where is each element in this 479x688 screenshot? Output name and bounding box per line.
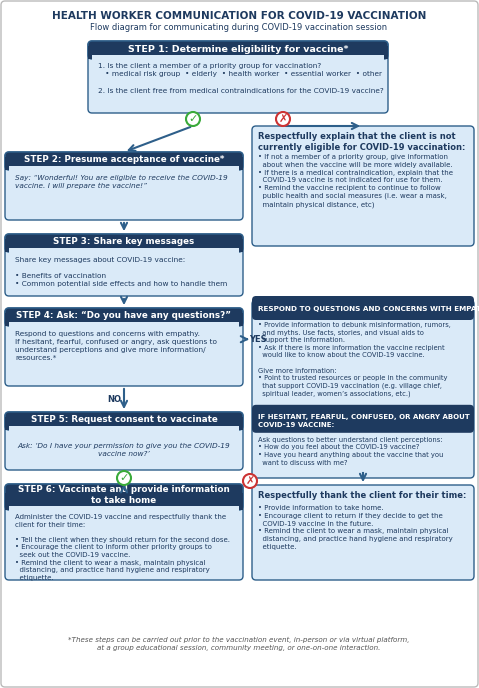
Text: IF HESITANT, FEARFUL, CONFUSED, OR ANGRY ABOUT
COVID-19 VACCINE:: IF HESITANT, FEARFUL, CONFUSED, OR ANGRY… [258,414,470,427]
Text: STEP 5: Request consent to vaccinate: STEP 5: Request consent to vaccinate [31,416,217,424]
Text: • If not a member of a priority group, give information
  about when the vaccine: • If not a member of a priority group, g… [258,154,453,208]
Bar [5,157,243,170]
Text: Administer the COVID-19 vaccine and respectfully thank the
client for their time: Administer the COVID-19 vaccine and resp… [15,514,230,581]
FancyBboxPatch shape [5,234,243,252]
FancyBboxPatch shape [5,152,243,220]
FancyBboxPatch shape [252,300,474,478]
Bar [5,493,243,510]
FancyBboxPatch shape [5,152,243,170]
Bar [92,55,384,63]
Bar [256,300,470,318]
Text: ✗: ✗ [278,114,288,124]
Text: • Provide information to debunk misinformation, rumors,
  and myths. Use facts, : • Provide information to debunk misinfor… [258,322,451,398]
FancyBboxPatch shape [5,412,243,430]
Text: Ask: ‘Do I have your permission to give you the COVID-19
vaccine now?’: Ask: ‘Do I have your permission to give … [18,443,230,457]
Text: HEALTH WORKER COMMUNICATION FOR COVID-19 VACCINATION: HEALTH WORKER COMMUNICATION FOR COVID-19… [52,11,426,21]
FancyBboxPatch shape [5,484,243,580]
FancyBboxPatch shape [252,126,474,246]
Text: Flow diagram for communicating during COVID-19 vaccination session: Flow diagram for communicating during CO… [91,23,388,32]
Text: Respond to questions and concerns with empathy.
If hesitant, fearful, confused o: Respond to questions and concerns with e… [15,331,217,361]
Bar [256,407,470,431]
Circle shape [117,471,131,485]
FancyBboxPatch shape [5,484,243,510]
Bar [5,313,243,326]
Text: STEP 1: Determine eligibility for vaccine*: STEP 1: Determine eligibility for vaccin… [128,45,348,54]
Text: RESPOND TO QUESTIONS AND CONCERNS WITH EMPATHY:: RESPOND TO QUESTIONS AND CONCERNS WITH E… [258,306,479,312]
Text: STEP 6: Vaccinate and provide information
to take home: STEP 6: Vaccinate and provide informatio… [18,485,230,505]
FancyBboxPatch shape [252,296,474,320]
Bar [9,166,239,174]
Bar [88,46,388,59]
Text: ✓: ✓ [119,473,129,483]
FancyBboxPatch shape [252,485,474,580]
Bar [9,322,239,330]
Text: Share key messages about COVID-19 vaccine:

• Benefits of vaccination
• Common p: Share key messages about COVID-19 vaccin… [15,257,228,287]
Text: STEP 3: Share key messages: STEP 3: Share key messages [53,237,194,246]
FancyBboxPatch shape [5,234,243,296]
Text: *These steps can be carried out prior to the vaccination event, in-person or via: *These steps can be carried out prior to… [68,636,410,652]
FancyBboxPatch shape [88,41,388,113]
Circle shape [276,112,290,126]
Text: • Provide information to take home.
• Encourage client to return if they decide : • Provide information to take home. • En… [258,505,453,550]
FancyBboxPatch shape [252,405,474,433]
Circle shape [243,474,257,488]
FancyBboxPatch shape [5,412,243,470]
Text: NO: NO [107,394,121,403]
Bar [5,239,243,252]
Circle shape [186,112,200,126]
Text: Ask questions to better understand client perceptions:
• How do you feel about t: Ask questions to better understand clien… [258,437,444,466]
FancyBboxPatch shape [88,41,388,59]
Bar [9,248,239,256]
Bar [9,506,239,514]
Text: STEP 2: Presume acceptance of vaccine*: STEP 2: Presume acceptance of vaccine* [24,155,224,164]
Text: 1. Is the client a member of a priority group for vaccination?
   • medical risk: 1. Is the client a member of a priority … [98,63,384,94]
Text: STEP 4: Ask: “Do you have any questions?”: STEP 4: Ask: “Do you have any questions?… [16,312,231,321]
Text: ✗: ✗ [245,476,255,486]
Text: YES: YES [249,334,266,344]
Text: Respectfully explain that the client is not
currently eligible for COVID-19 vacc: Respectfully explain that the client is … [258,132,466,152]
Text: Say: “Wonderful! You are eligible to receive the COVID-19
vaccine. I will prepar: Say: “Wonderful! You are eligible to rec… [15,175,228,189]
FancyBboxPatch shape [5,308,243,386]
Bar [5,417,243,430]
FancyBboxPatch shape [5,308,243,326]
Bar [9,426,239,434]
Text: ✓: ✓ [188,114,198,124]
Bar [256,309,470,318]
Text: Respectfully thank the client for their time:: Respectfully thank the client for their … [258,491,467,500]
